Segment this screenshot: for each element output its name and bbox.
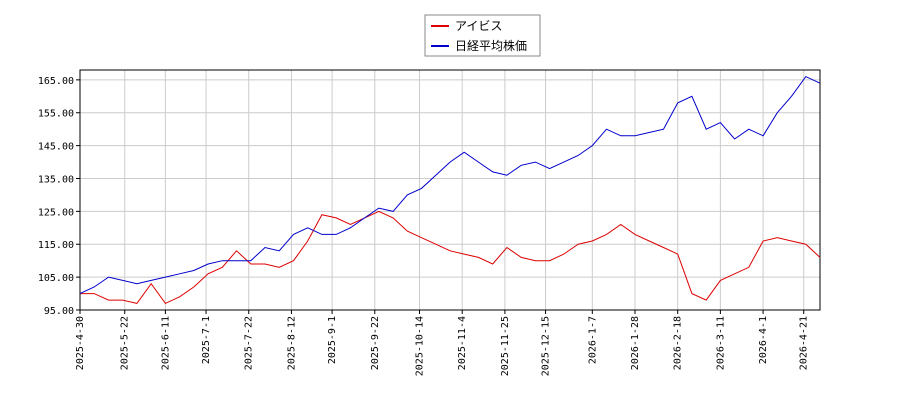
- x-tick-label: 2025-12-15: [541, 316, 552, 376]
- plot-frame: [79, 69, 821, 311]
- x-tick-label: 2026-3-11: [715, 316, 726, 370]
- x-tick-label: 2025-6-11: [160, 316, 171, 370]
- x-tick-label: 2025-7-1: [201, 316, 212, 364]
- y-tick-label: 155.00: [38, 109, 74, 120]
- x-tick-label: 2026-1-28: [630, 316, 641, 370]
- legend-label: アイビス: [455, 19, 502, 33]
- x-tick-label: 2026-2-18: [673, 316, 684, 370]
- y-tick-label: 105.00: [38, 273, 74, 284]
- y-tick-label: 115.00: [38, 240, 74, 251]
- x-tick-label: 2026-4-1: [758, 316, 769, 364]
- x-tick-label: 2025-9-22: [370, 316, 381, 370]
- x-tick-label: 2025-7-22: [244, 316, 255, 370]
- x-tick-label: 2025-9-1: [327, 316, 338, 364]
- legend-box: [424, 14, 541, 57]
- y-tick-label: 125.00: [38, 207, 74, 218]
- x-tick-label: 2025-4-30: [75, 316, 86, 370]
- series-line: [79, 75, 821, 295]
- x-tick-label: 2025-11-25: [500, 316, 511, 376]
- x-tick-label: 2025-8-12: [286, 316, 297, 370]
- x-tick-label: 2025-5-22: [120, 316, 131, 370]
- legend-label: 日経平均株価: [455, 38, 527, 53]
- y-tick-label: 145.00: [38, 142, 74, 153]
- x-tick-label: 2026-1-7: [587, 316, 598, 364]
- y-tick-label: 165.00: [38, 76, 74, 87]
- y-tick-label: 95.00: [44, 306, 74, 317]
- y-tick-label: 135.00: [38, 174, 74, 185]
- series-line: [80, 210, 821, 305]
- x-tick-label: 2025-11-4: [457, 316, 468, 370]
- x-tick-label: 2025-10-14: [415, 316, 426, 376]
- x-tick-label: 2026-4-21: [799, 316, 810, 370]
